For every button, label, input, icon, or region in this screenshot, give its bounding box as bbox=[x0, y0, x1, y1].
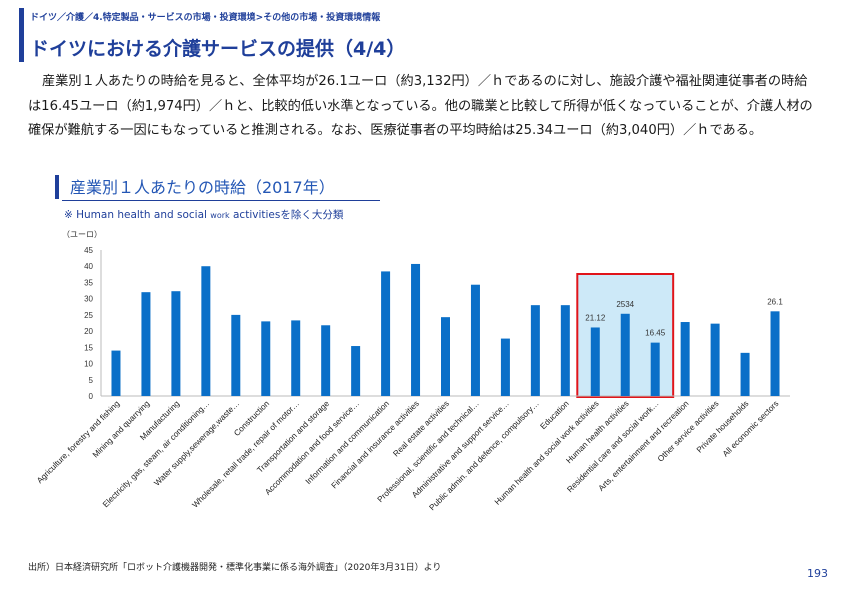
bar bbox=[441, 317, 450, 396]
bar bbox=[500, 338, 510, 396]
y-tick-label: 15 bbox=[84, 343, 93, 352]
bar bbox=[111, 350, 121, 396]
x-tick-label: Public admin. and defence, compulsory… bbox=[428, 399, 541, 512]
y-unit-label: （ユーロ） bbox=[62, 230, 102, 239]
data-label: 21.12 bbox=[585, 313, 606, 322]
y-tick-label: 25 bbox=[84, 311, 93, 320]
page-number: 193 bbox=[807, 567, 828, 580]
title-accent-bar bbox=[19, 8, 24, 62]
chart-note-suffix: activitiesを除く大分類 bbox=[229, 209, 344, 221]
data-label: 2534 bbox=[616, 300, 634, 309]
bar bbox=[770, 311, 780, 396]
bar bbox=[201, 266, 211, 396]
y-tick-label: 30 bbox=[84, 295, 93, 304]
bar bbox=[231, 314, 241, 396]
bar bbox=[650, 342, 660, 396]
bar bbox=[291, 320, 301, 396]
data-label: 26.1 bbox=[767, 297, 783, 306]
bar bbox=[710, 323, 720, 396]
y-tick-label: 10 bbox=[84, 360, 93, 369]
y-tick-label: 0 bbox=[89, 392, 94, 401]
bar bbox=[351, 346, 361, 396]
bar bbox=[171, 291, 181, 396]
chart-note-prefix: ※ Human health and social bbox=[64, 209, 211, 221]
chart-heading-accent bbox=[55, 175, 59, 199]
x-tick-label: Mining and quarrying bbox=[91, 399, 152, 460]
x-tick-label: All economic sectors bbox=[721, 399, 780, 458]
chart-note: ※ Human health and social work activitie… bbox=[64, 207, 343, 222]
bar bbox=[321, 325, 331, 396]
bar bbox=[740, 352, 750, 396]
bar bbox=[620, 313, 630, 396]
x-tick-label: Wholesale, retail trade, repair of motor… bbox=[191, 399, 302, 510]
bar bbox=[141, 292, 151, 396]
x-tick-label: Electricity, gas, steam, air conditionin… bbox=[101, 399, 211, 509]
body-paragraph: 産業別１人あたりの時給を見ると、全体平均が26.1ユーロ（約3,132円）／ｈで… bbox=[28, 74, 813, 138]
chart-note-small: work bbox=[210, 211, 230, 220]
y-tick-label: 40 bbox=[84, 262, 93, 271]
bar bbox=[381, 271, 391, 396]
data-label: 16.45 bbox=[645, 329, 666, 338]
bar bbox=[261, 321, 271, 396]
x-tick-label: Private households bbox=[695, 399, 751, 455]
body-text: 産業別１人あたりの時給を見ると、全体平均が26.1ユーロ（約3,132円）／ｈで… bbox=[28, 70, 818, 144]
bar bbox=[530, 305, 540, 396]
y-tick-label: 20 bbox=[84, 327, 93, 336]
breadcrumb: ドイツ／介護／4.特定製品・サービスの市場・投資環境>その他の市場・投資環境情報 bbox=[30, 13, 381, 23]
bar bbox=[560, 305, 570, 396]
chart-heading-text: 産業別１人あたりの時給（2017年） bbox=[70, 178, 335, 197]
x-tick-label: Real estate activities bbox=[391, 399, 450, 458]
bar bbox=[590, 327, 600, 396]
y-tick-label: 35 bbox=[84, 278, 93, 287]
source-note: 出所）日本経済研究所「ロボット介護機器開発・標準化事業に係る海外調査」（2020… bbox=[28, 563, 442, 573]
y-tick-label: 5 bbox=[89, 376, 94, 385]
y-tick-label: 45 bbox=[84, 246, 93, 255]
bar bbox=[680, 322, 690, 396]
bar bbox=[411, 263, 421, 396]
page-title: ドイツにおける介護サービスの提供（4/4） bbox=[30, 38, 406, 60]
chart-heading: 産業別１人あたりの時給（2017年） bbox=[55, 173, 380, 201]
bar bbox=[470, 284, 480, 396]
